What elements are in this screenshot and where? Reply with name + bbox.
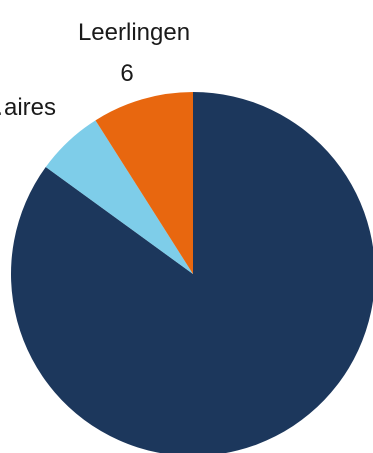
slice-partial [45,120,194,274]
slice-label-leerlingen: Leerlingen [78,19,190,46]
pie-slices [11,92,373,453]
slice-main [11,92,373,453]
slice-value-leerlingen: 6 [120,60,133,87]
slice-leerlingen [95,92,193,274]
slice-label-partial: …aires [0,94,56,121]
